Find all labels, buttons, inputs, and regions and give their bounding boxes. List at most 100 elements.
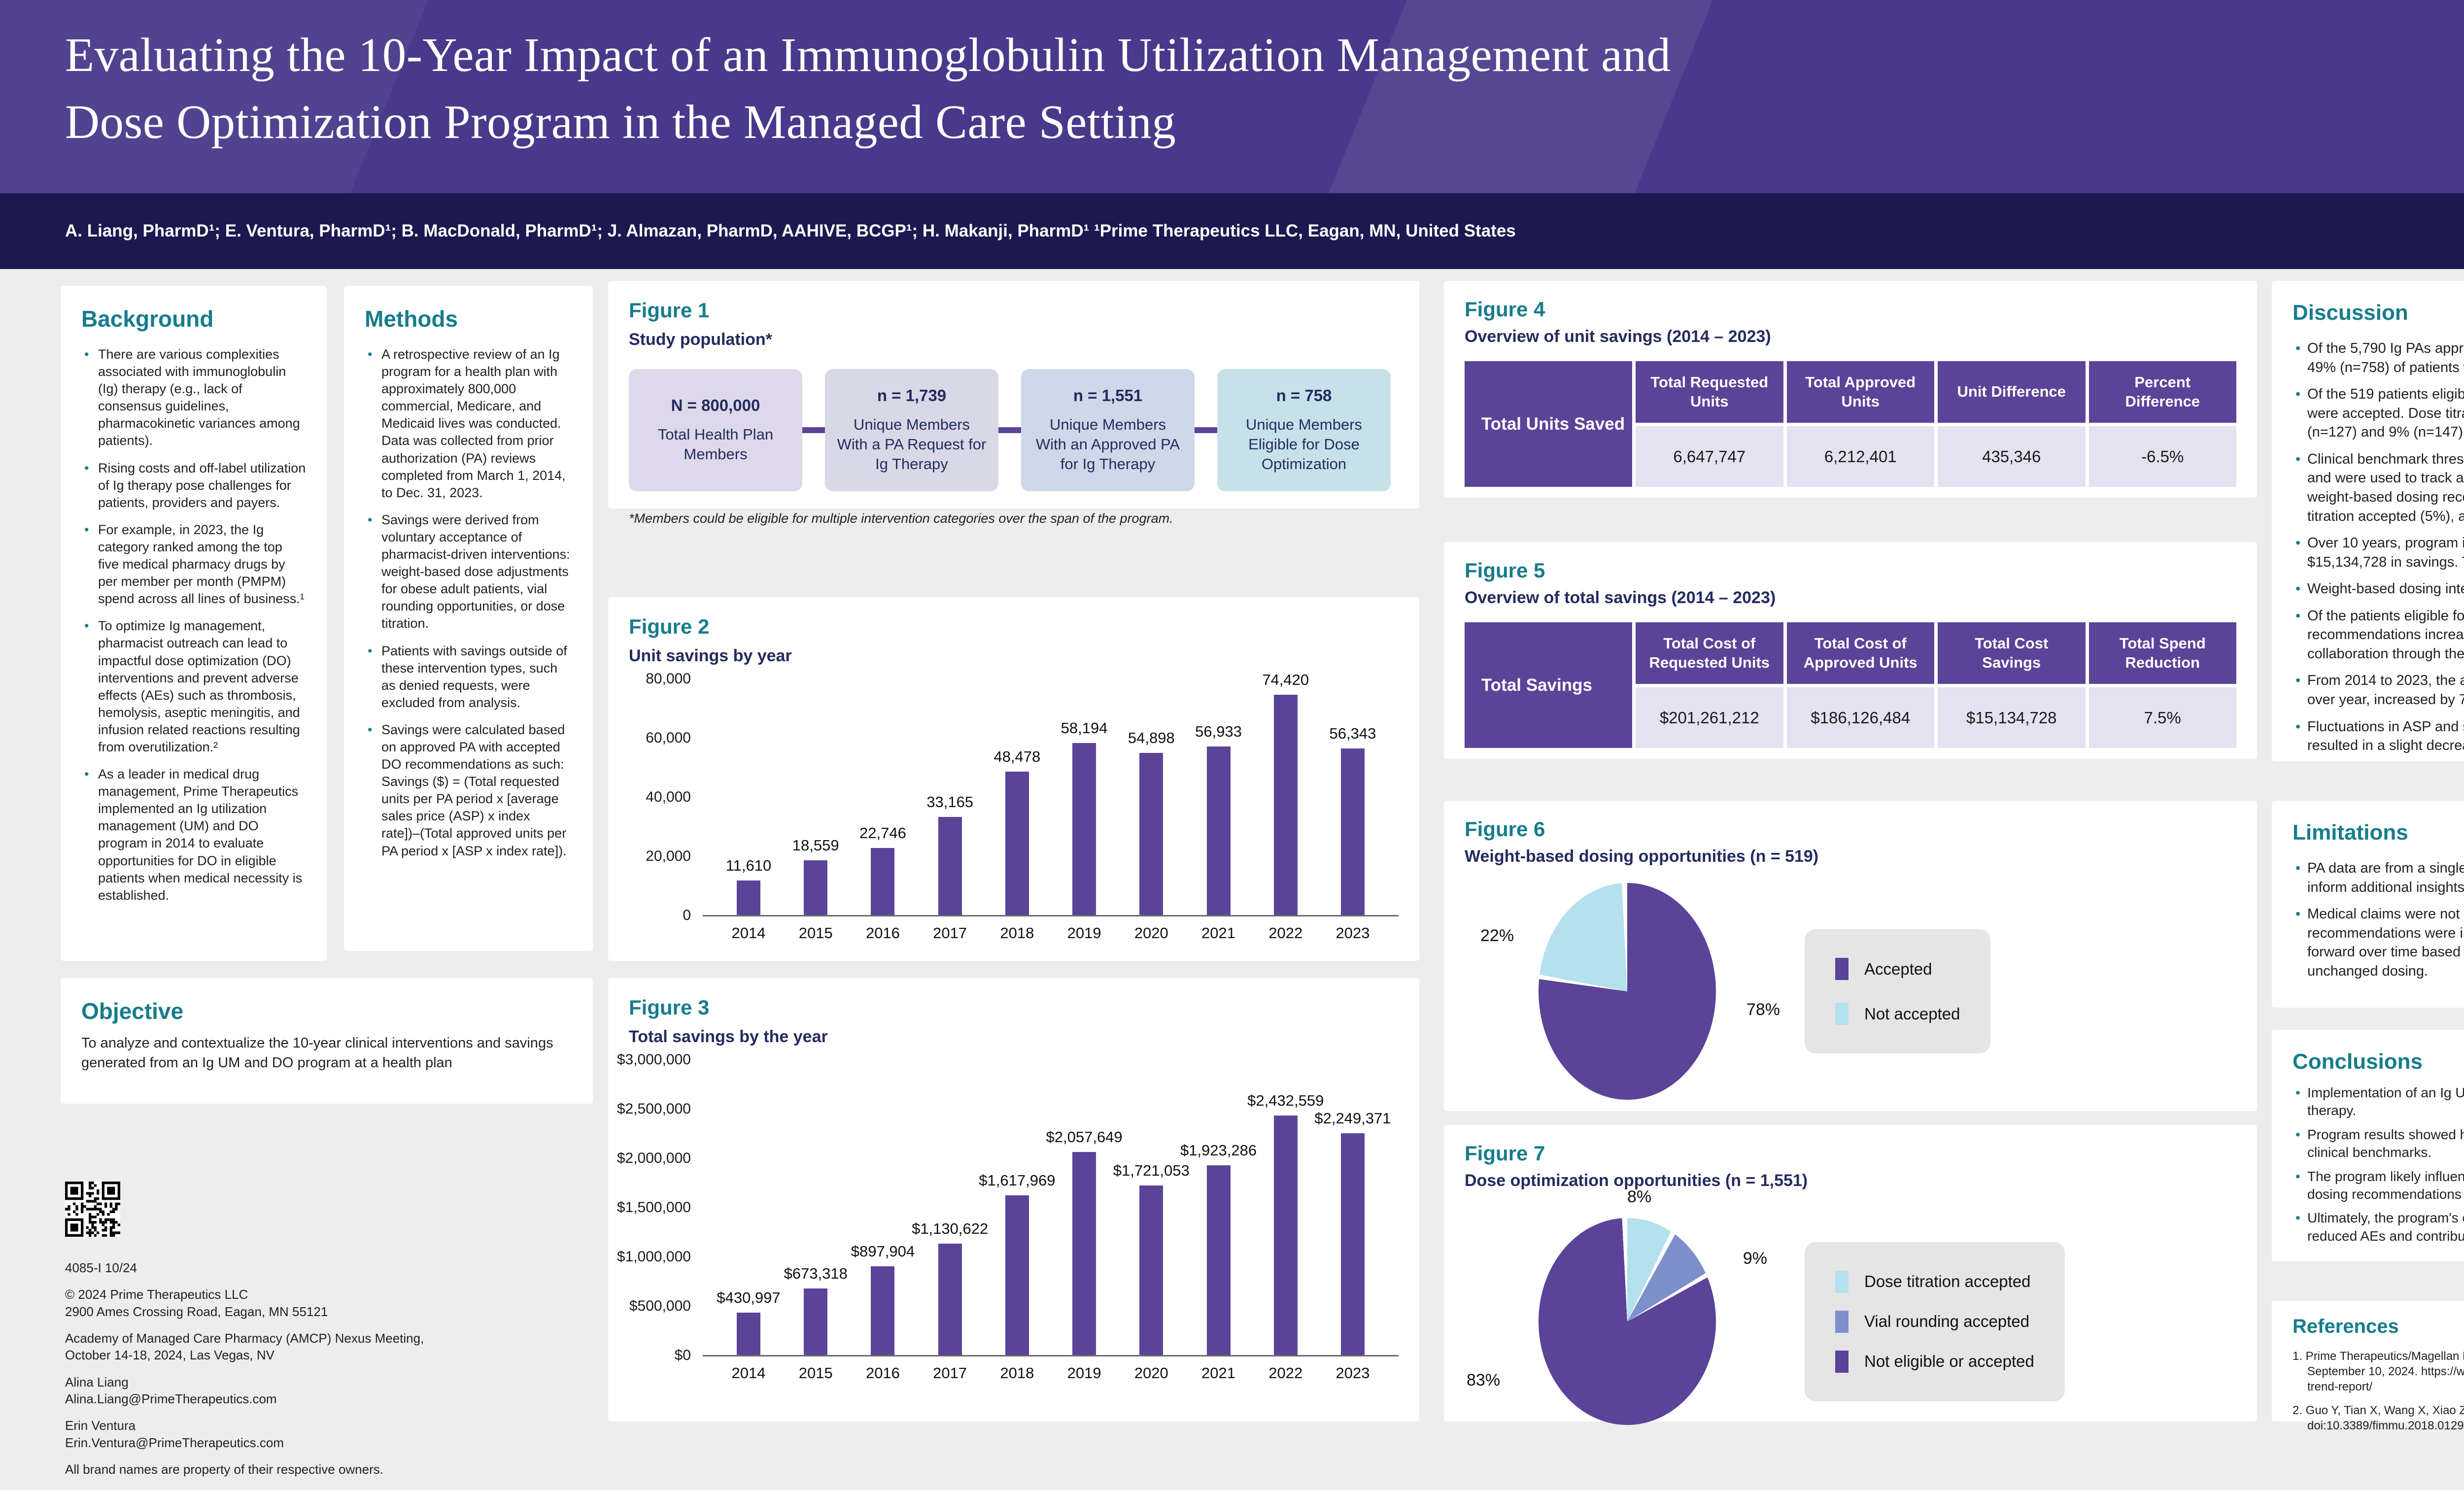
flow-box-desc: Total Health Plan Members (657, 425, 774, 463)
study-population-flow: N = 800,000 Total Health Plan Members n … (629, 369, 1399, 491)
contact-email: Alina.Liang@PrimeTherapeutics.com (65, 1391, 277, 1406)
bar (804, 1288, 828, 1355)
bar-value-label: $2,432,559 (1247, 1091, 1324, 1109)
x-tick: 2014 (731, 1364, 766, 1382)
discussion-heading: Discussion (2293, 301, 2408, 325)
x-axis-labels: 2014 2015 2016 2017 2018 2019 2020 2021 2022 2023 (703, 1364, 1399, 1382)
y-tick: $500,000 (629, 1298, 691, 1314)
figure2-subtitle: Unit savings by year (629, 646, 792, 665)
x-tick: 2023 (1335, 1364, 1370, 1382)
total-savings-table: Total Savings Total Cost of Requested Un… (1465, 622, 2236, 748)
table-header: Total Cost of Approved Units (1786, 622, 1934, 684)
conclusions-bullet: Implementation of an Ig UM and DO progra… (2293, 1084, 2464, 1120)
figure2-label: Figure 2 (629, 615, 710, 638)
legend-swatch-icon (1835, 1310, 1848, 1333)
figure4-card: Figure 4 Overview of unit savings (2014 … (1444, 281, 2257, 498)
x-tick: 2016 (865, 1364, 900, 1382)
x-tick: 2018 (1000, 924, 1034, 942)
bar-value-label: 18,559 (792, 836, 839, 854)
bar (1139, 1185, 1164, 1355)
bar-value-label: 54,898 (1128, 729, 1175, 746)
contact-name: Erin Ventura (65, 1418, 136, 1433)
legend-swatch-icon (1835, 1003, 1848, 1025)
bar-value-label: $1,617,969 (979, 1172, 1056, 1189)
x-tick: 2019 (1067, 1364, 1101, 1382)
legend-label: Vial rounding accepted (1864, 1312, 2030, 1330)
objective-heading: Objective (81, 998, 184, 1024)
figure4-subtitle: Overview of unit savings (2014 – 2023) (1465, 327, 1771, 346)
figure6-label: Figure 6 (1465, 817, 1545, 841)
background-bullet: Rising costs and off-label utilization o… (81, 460, 306, 511)
x-tick: 2015 (798, 1364, 833, 1382)
pie-pct-accepted: 78% (1746, 1000, 1780, 1019)
table-cell: 6,212,401 (1786, 426, 1934, 487)
x-tick: 2014 (731, 924, 766, 942)
y-axis: 0 20,000 40,000 60,000 80,000 (629, 671, 703, 923)
table-header: Total Approved Units (1786, 361, 1934, 423)
figure7-label: Figure 7 (1465, 1142, 1545, 1165)
references-list: 1. Prime Therapeutics/Magellan Rx Manage… (2293, 1349, 2464, 1433)
y-tick: $0 (674, 1347, 691, 1363)
discussion-bullet: Of the patients eligible for weight-base… (2293, 607, 2464, 664)
figure1-label: Figure 1 (629, 299, 710, 322)
y-tick: 40,000 (646, 789, 691, 805)
references-card: References 1. Prime Therapeutics/Magella… (2272, 1301, 2464, 1432)
bar-value-label: 58,194 (1061, 719, 1108, 737)
bar (938, 1243, 962, 1355)
limitations-bullets: PA data are from a single health plan. E… (2293, 859, 2464, 981)
bar-value-label: $1,130,622 (912, 1219, 989, 1237)
figure7-subtitle: Dose optimization opportunities (n = 1,5… (1465, 1171, 1808, 1190)
y-tick: 60,000 (646, 730, 691, 746)
table-cell: $186,126,484 (1786, 687, 1934, 748)
conclusions-bullet: Program results showed higher acceptance… (2293, 1126, 2464, 1162)
bar (737, 1312, 760, 1355)
methods-bullet: Patients with savings outside of these i… (365, 643, 572, 711)
flow-box-desc: Unique Members Eligible for Dose Optimiz… (1245, 415, 1363, 473)
footer-block: 4085-I 10/24 © 2024 Prime Therapeutics L… (65, 1259, 587, 1478)
table-header: Total Spend Reduction (2088, 622, 2236, 684)
background-bullets: There are various complexities associate… (81, 346, 306, 904)
figure6-card: Figure 6 Weight-based dosing opportuniti… (1444, 801, 2257, 1111)
contact-name: Alina Liang (65, 1374, 129, 1389)
flow-box-desc: Unique Members With a PA Request for Ig … (837, 415, 987, 473)
figure7-card: Figure 7 Dose optimization opportunities… (1444, 1125, 2257, 1425)
flow-connector (1195, 427, 1217, 433)
x-tick: 2023 (1335, 924, 1370, 942)
limitations-card: Limitations PA data are from a single he… (2272, 801, 2464, 1008)
pie-pct-not-eligible: 83% (1467, 1370, 1501, 1389)
table-cell: -6.5% (2088, 426, 2236, 487)
discussion-bullet: Weight-based dosing interventions accoun… (2293, 579, 2464, 599)
limitations-heading: Limitations (2293, 820, 2408, 845)
title-line-2: Dose Optimization Program in the Managed… (65, 95, 1176, 148)
reference-item: 2. Guo Y, Tian X, Wang X, Xiao Z. Advers… (2293, 1403, 2464, 1432)
figure3-subtitle: Total savings by the year (629, 1027, 828, 1046)
background-bullet: There are various complexities associate… (81, 346, 306, 450)
dose-optimization-pie: 8% 9% 83% (1467, 1187, 1767, 1425)
y-axis: $0 $500,000 $1,000,000 $1,500,000 $2,000,000… (617, 1051, 703, 1363)
footer-contact-2: Erin Ventura Erin.Ventura@PrimeTherapeut… (65, 1417, 587, 1451)
discussion-bullet: Over 10 years, program interventions res… (2293, 534, 2464, 572)
figure5-label: Figure 5 (1465, 559, 1545, 582)
limitations-bullet: PA data are from a single health plan. E… (2293, 859, 2464, 897)
bar-value-label: $1,721,053 (1113, 1161, 1190, 1179)
bar (1206, 746, 1231, 915)
x-tick: 2020 (1134, 1364, 1168, 1382)
flow-box-pa-request: n = 1,739 Unique Members With a PA Reque… (825, 369, 998, 491)
x-tick: 2017 (933, 1364, 967, 1382)
references-heading: References (2293, 1316, 2399, 1337)
pie-pct-not-accepted: 22% (1480, 926, 1514, 945)
legend-label: Accepted (1864, 959, 1932, 978)
table-cell: 7.5% (2088, 687, 2236, 748)
figure6-subtitle: Weight-based dosing opportunities (n = 5… (1465, 847, 1819, 866)
limitations-bullet: Medical claims were not available for re… (2293, 905, 2464, 981)
flow-box-n: n = 1,739 (877, 386, 947, 405)
plot-area: $430,997 $673,318 $897,904 $1,130,622 $1,617… (703, 1059, 1399, 1356)
figure2-card: Figure 2 Unit savings by year 0 20,000 40,… (608, 597, 1419, 961)
table-header: Total Cost Savings (1938, 622, 2086, 684)
x-tick: 2022 (1268, 1364, 1303, 1382)
y-tick: 20,000 (646, 848, 691, 864)
table-header: Percent Difference (2088, 361, 2236, 423)
reference-item: 1. Prime Therapeutics/Magellan Rx Manage… (2293, 1350, 2464, 1394)
conclusions-bullets: Implementation of an Ig UM and DO progra… (2293, 1084, 2464, 1245)
